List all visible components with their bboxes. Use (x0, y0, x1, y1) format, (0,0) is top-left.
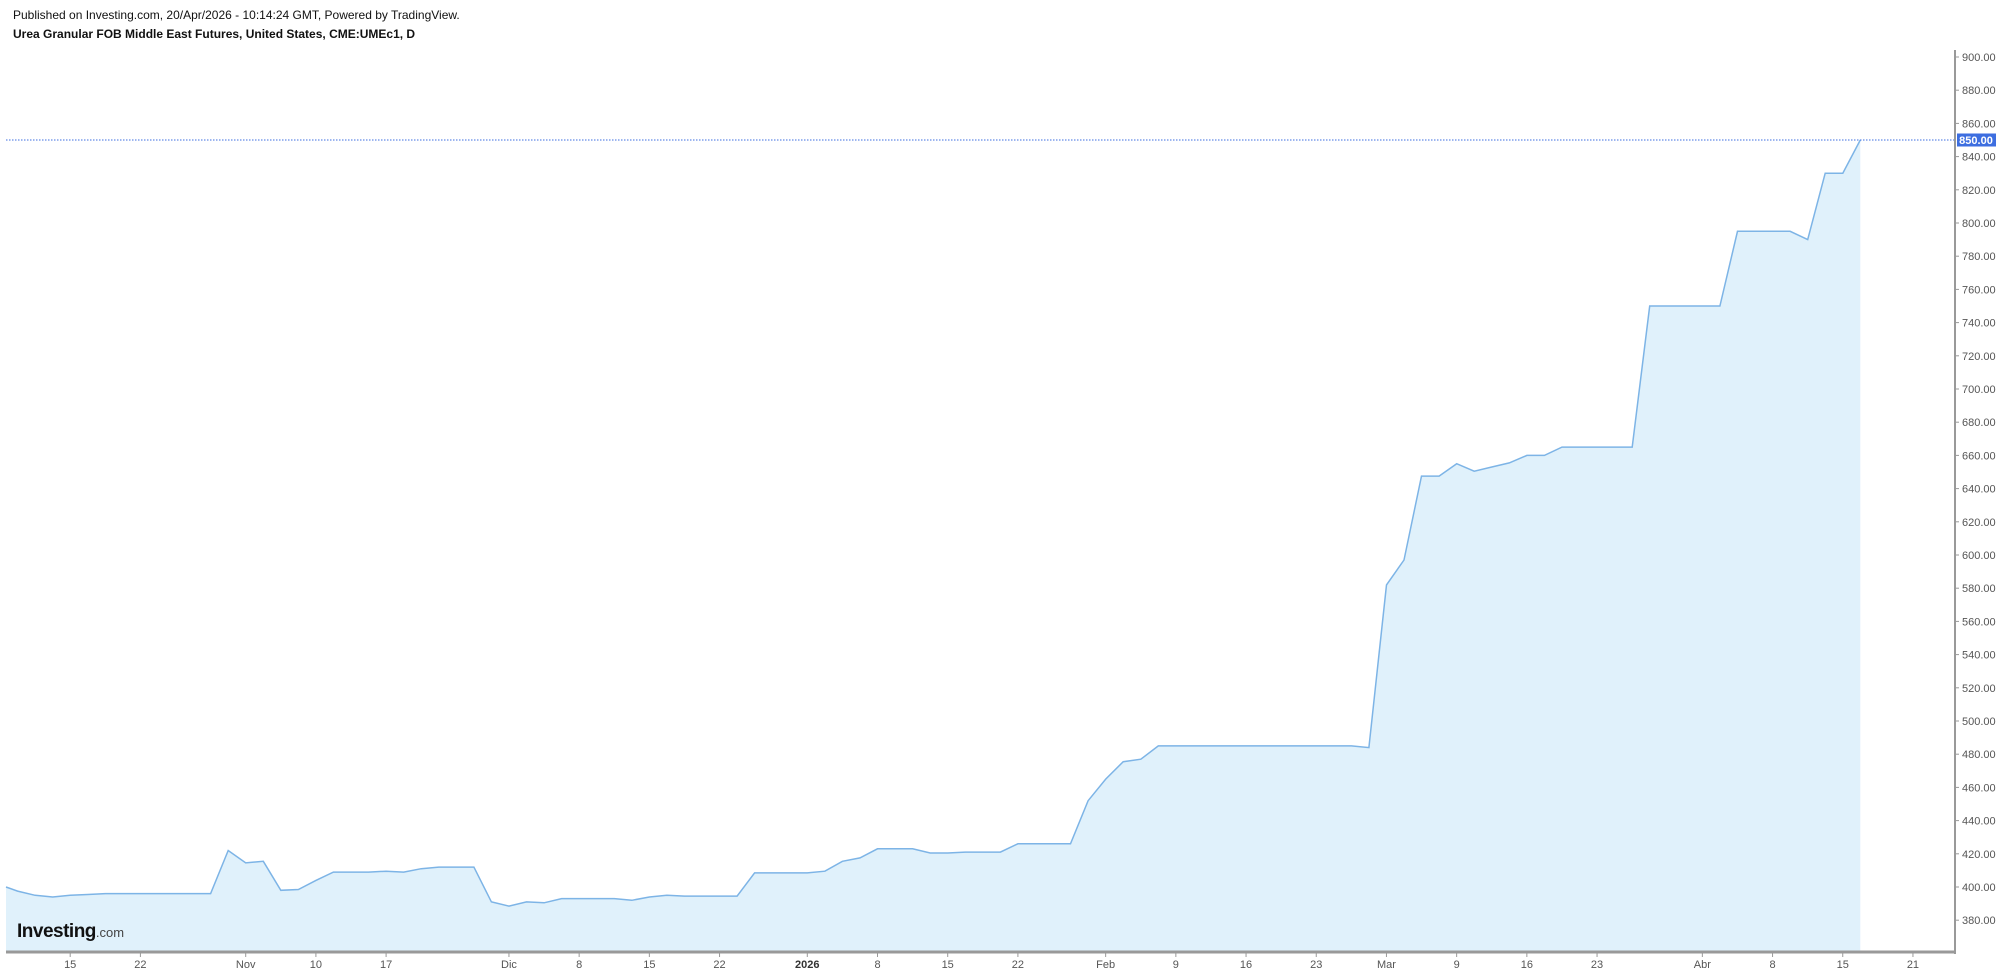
published-note: Published on Investing.com, 20/Apr/2026 … (13, 8, 460, 22)
y-tick-label: 380.00 (1962, 915, 1996, 927)
y-axis-ticks: 380.00 400.00 420.00 440.00 460.00 480.00 500.… (1955, 52, 1996, 927)
x-tick-label: 16 (1521, 959, 1533, 971)
y-tick-label: 880.00 (1962, 85, 1996, 97)
y-tick-label: 820.00 (1962, 185, 1996, 197)
y-tick-label: 560.00 (1962, 616, 1996, 628)
x-tick-label: 15 (1837, 959, 1849, 971)
y-tick-label: 860.00 (1962, 118, 1996, 130)
y-tick-label: 400.00 (1962, 882, 1996, 894)
x-tick-label: 9 (1454, 959, 1460, 971)
y-tick-label: 520.00 (1962, 683, 1996, 695)
y-tick-label: 500.00 (1962, 716, 1996, 728)
logo-text: Investing (17, 921, 96, 942)
y-tick-label: 420.00 (1962, 849, 1996, 861)
x-tick-label: 8 (576, 959, 582, 971)
x-tick-label: Nov (236, 959, 256, 971)
y-tick-label: 760.00 (1962, 284, 1996, 296)
x-tick-label: Dic (501, 959, 517, 971)
y-tick-label: 780.00 (1962, 251, 1996, 263)
y-tick-label: 720.00 (1962, 351, 1996, 363)
x-tick-label: 8 (1769, 959, 1775, 971)
x-tick-label: 22 (134, 959, 146, 971)
x-tick-label: 15 (64, 959, 76, 971)
x-tick-label: Feb (1096, 959, 1115, 971)
chart-title: Urea Granular FOB Middle East Futures, U… (13, 27, 416, 41)
x-tick-label: 23 (1310, 959, 1322, 971)
x-tick-label: 22 (1012, 959, 1024, 971)
investing-logo: Investing.com (17, 921, 124, 943)
y-tick-label: 540.00 (1962, 650, 1996, 662)
y-tick-label: 440.00 (1962, 816, 1996, 828)
x-tick-label: 15 (643, 959, 655, 971)
y-tick-label: 740.00 (1962, 318, 1996, 330)
x-tick-label: 17 (380, 959, 392, 971)
x-tick-label: 9 (1173, 959, 1179, 971)
x-tick-label: 16 (1240, 959, 1252, 971)
x-tick-label: 22 (713, 959, 725, 971)
y-tick-label: 640.00 (1962, 484, 1996, 496)
x-tick-label: Mar (1377, 959, 1396, 971)
y-tick-label: 600.00 (1962, 550, 1996, 562)
x-tick-label: 2026 (795, 959, 819, 971)
x-tick-label: 8 (874, 959, 880, 971)
last-price-badge: 850.00 (1957, 133, 1996, 147)
x-axis-ticks: 15 22 Nov 10 17 Dic 8 15 22 2026 8 15 22 Feb 9 16 23 Mar 9… (64, 953, 1919, 971)
y-tick-label: 580.00 (1962, 583, 1996, 595)
x-tick-label: 21 (1907, 959, 1919, 971)
y-tick-label: 700.00 (1962, 384, 1996, 396)
price-area-fill (6, 140, 1861, 951)
y-tick-label: 460.00 (1962, 782, 1996, 794)
y-tick-label: 840.00 (1962, 152, 1996, 164)
y-tick-label: 900.00 (1962, 52, 1996, 64)
x-tick-label: Abr (1694, 959, 1711, 971)
y-tick-label: 660.00 (1962, 450, 1996, 462)
last-price-label: 850.00 (1959, 135, 1993, 147)
y-tick-label: 800.00 (1962, 218, 1996, 230)
x-tick-label: 15 (942, 959, 954, 971)
y-tick-label: 680.00 (1962, 417, 1996, 429)
y-tick-label: 480.00 (1962, 749, 1996, 761)
x-tick-label: 23 (1591, 959, 1603, 971)
x-tick-label: 10 (310, 959, 322, 971)
logo-suffix: .com (95, 925, 125, 940)
y-tick-label: 620.00 (1962, 517, 1996, 529)
price-line (5, 139, 1861, 907)
